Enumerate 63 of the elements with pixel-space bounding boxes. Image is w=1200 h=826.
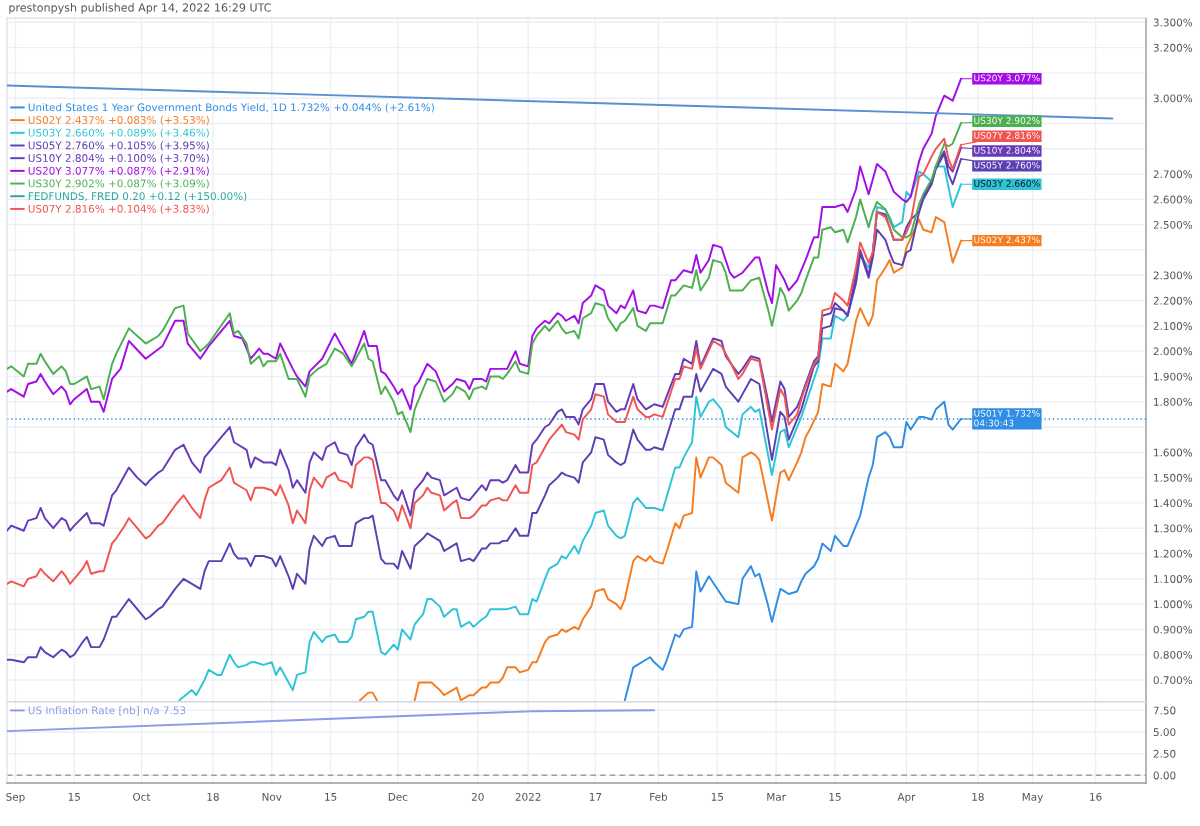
x-tick-label: Feb xyxy=(650,792,668,801)
legend-label: US07Y 2.816% +0.104% (+3.83%) xyxy=(28,204,209,214)
y-tick-label: 2.100% xyxy=(1153,322,1193,330)
y-tick-label: 1.600% xyxy=(1154,448,1193,457)
x-tick-label: 15 xyxy=(325,793,337,801)
legend-label: FEDFUNDS, FRED 0.20 +0.12 (+150.00%) xyxy=(28,191,247,202)
y-tick-label: 0.700% xyxy=(1153,676,1193,685)
annotation: US05Y 2.760% xyxy=(974,161,1040,169)
annotation: US30Y 2.902% xyxy=(974,117,1040,124)
y-tick-label: 0.800% xyxy=(1153,650,1193,659)
y-tick-label: 1.400% xyxy=(1154,499,1193,508)
y-tick-label: 1.000% xyxy=(1154,600,1193,609)
x-tick-label: 18 xyxy=(972,792,984,801)
y-tick-label: 2.300% xyxy=(1153,271,1193,280)
x-tick-label: Nov xyxy=(262,793,282,801)
annotation: US20Y 3.077% xyxy=(974,74,1040,82)
y-tick-label: 3.300% xyxy=(1153,18,1193,27)
y-tick-label: 5.00 xyxy=(1153,728,1176,737)
y-tick-label: 1.800% xyxy=(1154,397,1193,406)
legend-label: US10Y 2.804% +0.100% (+3.70%) xyxy=(28,153,209,164)
y-tick-label: 1.300% xyxy=(1154,524,1193,533)
y-tick-label: 2.000% xyxy=(1153,347,1193,356)
y-tick-label: 3.200% xyxy=(1153,43,1193,52)
y-tick-label: 1.500% xyxy=(1154,473,1193,482)
y-tick-label: 3.000% xyxy=(1153,94,1193,103)
y-tick-label: 2.600% xyxy=(1153,195,1193,204)
x-tick-label: 15 xyxy=(711,793,724,801)
y-tick-label: 0.900% xyxy=(1153,625,1193,634)
annotation: US03Y 2.660% xyxy=(974,179,1040,187)
x-tick-label: 15 xyxy=(68,793,80,801)
legend-label: US Inflation Rate [nb] n/a 7.53 xyxy=(28,706,186,716)
x-tick-label: 18 xyxy=(207,792,219,801)
legend-label: US03Y 2.660% +0.089% (+3.46%) xyxy=(28,128,209,138)
y-tick-label: 0.00 xyxy=(1153,771,1176,780)
x-tick-label: Mar xyxy=(767,793,786,801)
x-tick-label: 2022 xyxy=(515,792,541,801)
y-tick-label: 7.50 xyxy=(1153,706,1176,715)
y-tick-label: 2.500% xyxy=(1153,220,1193,229)
y-tick-label: 2.200% xyxy=(1153,296,1193,305)
y-tick-label: 2.50 xyxy=(1153,749,1176,758)
x-tick-label: 16 xyxy=(1090,792,1102,801)
legend-label: US20Y 3.077% +0.087% (+2.91%) xyxy=(28,166,209,176)
x-tick-label: Dec xyxy=(388,793,408,801)
y-tick-label: 1.900% xyxy=(1154,372,1193,381)
x-tick-label: 15 xyxy=(829,793,841,801)
legend-label: US05Y 2.760% +0.105% (+3.95%) xyxy=(28,141,209,151)
legend-label: US30Y 2.902% +0.087% (+3.09%) xyxy=(28,179,209,189)
legend-label: US02Y 2.437% +0.083% (+3.53%) xyxy=(28,115,209,126)
y-tick-label: 1.200% xyxy=(1154,549,1193,558)
x-tick-label: Oct xyxy=(133,792,151,801)
chart-title: prestonpysh published Apr 14, 2022 16:29 UTC xyxy=(9,3,271,14)
x-tick-label: 17 xyxy=(589,793,602,801)
annotation: US01Y 1.732% 04:30:43 xyxy=(974,409,1040,427)
x-tick-label: Apr xyxy=(897,793,916,803)
legend-label: United States 1 Year Government Bonds Yield, 1D 1.732% +0.044% (+2.61%) xyxy=(28,103,434,113)
y-tick-label: 1.100% xyxy=(1154,575,1193,583)
annotation: US07Y 2.816% xyxy=(974,131,1040,139)
annotation: US02Y 2.437% xyxy=(974,236,1040,244)
x-tick-label: Sep xyxy=(6,792,25,803)
x-tick-label: 20 xyxy=(471,792,484,801)
y-tick-label: 2.700% xyxy=(1153,170,1193,179)
annotation: US10Y 2.804% xyxy=(974,146,1040,154)
x-tick-label: May xyxy=(1022,793,1043,803)
